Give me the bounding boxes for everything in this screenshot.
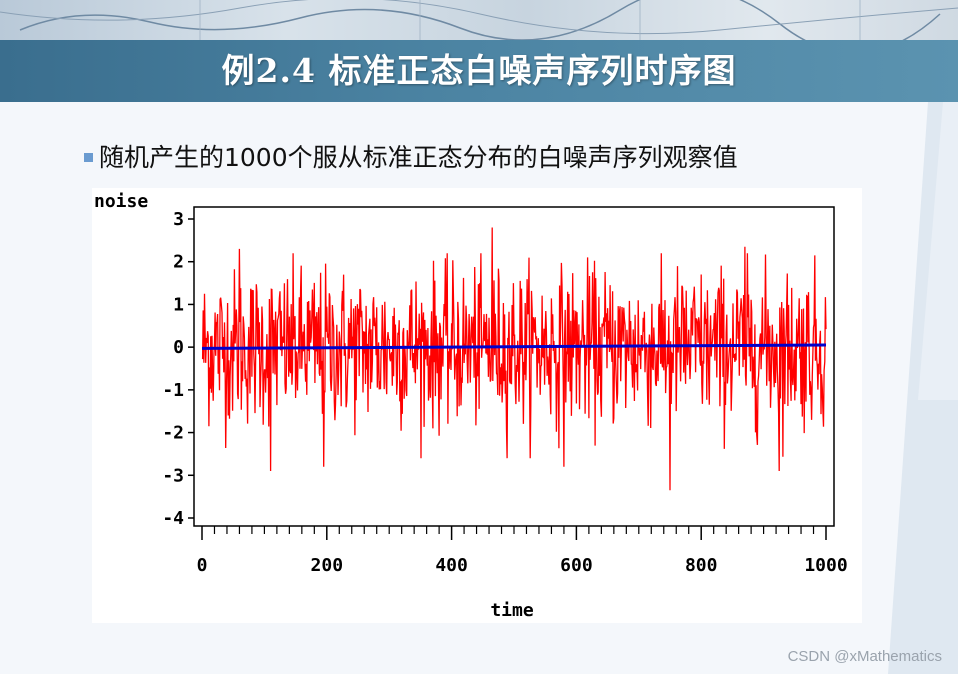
- y-tick-label: 3: [173, 209, 184, 230]
- chart-panel: noise time 3 2 1 0 -1 -2 -3 -4 0 200 400 600 800 100…: [92, 188, 862, 623]
- mean-trend-line: [201, 343, 827, 350]
- watermark: CSDN @xMathematics: [787, 648, 942, 665]
- y-tick-label: -4: [162, 508, 184, 529]
- y-tick-label: -1: [162, 380, 184, 401]
- x-tick-label: 1000: [804, 555, 847, 576]
- x-axis-label: time: [490, 600, 534, 621]
- title-bar: [0, 40, 958, 102]
- slide-title: 例2.4 标准正态白噪声序列时序图: [221, 51, 737, 90]
- x-tick-label: 600: [560, 555, 593, 576]
- noise-time-series-chart: noise time 3 2 1 0 -1 -2 -3 -4 0 200 400 600 800 100…: [94, 191, 848, 621]
- y-tick-label: 2: [173, 252, 184, 273]
- y-axis-ticks: 3 2 1 0 -1 -2 -3 -4: [162, 209, 194, 529]
- y-axis-label: noise: [94, 191, 148, 212]
- header-map-background: [0, 0, 958, 40]
- y-tick-label: -2: [162, 423, 184, 444]
- x-tick-label: 0: [197, 555, 208, 576]
- bullet-text: 随机产生的1000个服从标准正态分布的白噪声序列观察值: [99, 143, 738, 172]
- bullet-square-icon: [84, 152, 93, 162]
- y-tick-label: 0: [173, 337, 184, 358]
- x-axis-ticks: 0 200 400 600 800 1000: [197, 526, 848, 576]
- noise-series-line: [201, 227, 827, 491]
- x-tick-label: 200: [311, 555, 344, 576]
- map-decoration: [0, 0, 958, 40]
- plot-area-frame: [193, 206, 835, 527]
- y-tick-label: -3: [162, 465, 184, 486]
- right-decorative-band: [888, 102, 958, 674]
- x-tick-label: 800: [685, 555, 718, 576]
- x-tick-label: 400: [435, 555, 468, 576]
- y-tick-label: 1: [173, 294, 184, 315]
- bullet-text-line: 随机产生的1000个服从标准正态分布的白噪声序列观察值: [84, 140, 738, 176]
